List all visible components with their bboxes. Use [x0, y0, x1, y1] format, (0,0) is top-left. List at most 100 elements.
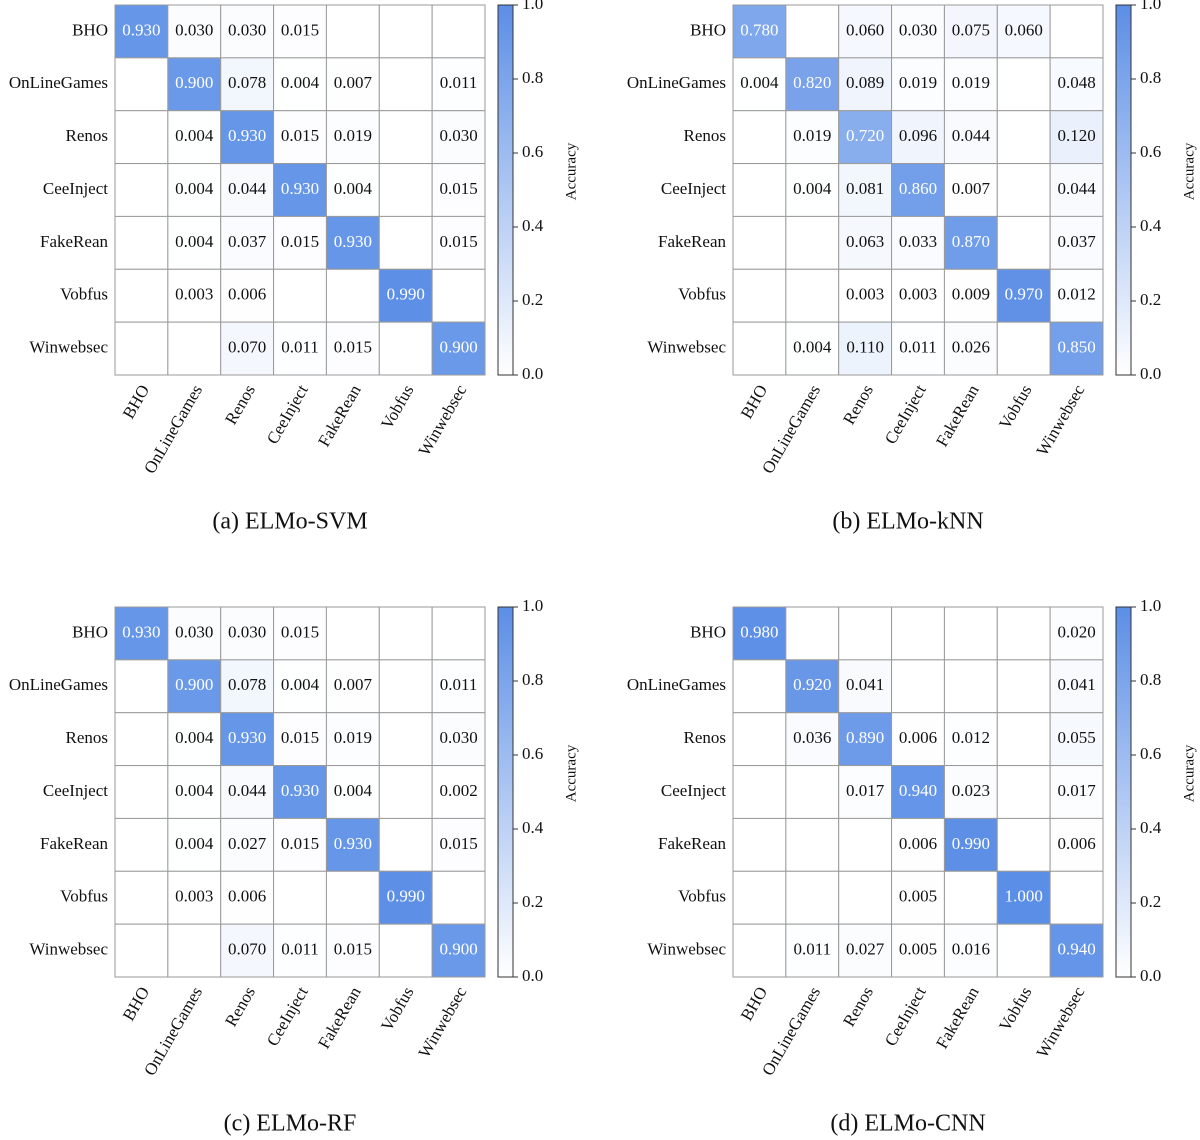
cell: [943, 817, 998, 872]
cell: [1049, 215, 1104, 270]
cell: [220, 870, 275, 925]
cell-label: 0.004: [175, 179, 214, 198]
y-tick-label: BHO: [690, 20, 726, 39]
cell-label: 0.044: [228, 781, 267, 800]
cell-label: 0.070: [228, 939, 266, 958]
cell-label: 0.030: [175, 20, 213, 39]
cell-label: 0.930: [281, 781, 319, 800]
cell-label: 0.011: [899, 337, 937, 356]
cell-label: 0.019: [952, 73, 990, 92]
empty-cell: [167, 321, 222, 376]
cell-label: 0.002: [439, 781, 477, 800]
cell-label: 0.096: [899, 126, 937, 145]
x-tick-label: CeeInject: [881, 983, 930, 1049]
cell: [220, 57, 275, 112]
cell: [273, 712, 327, 767]
cell-label: 0.990: [387, 285, 425, 304]
x-tick-label: Vobfus: [995, 381, 1035, 432]
empty-cell: [114, 870, 169, 925]
x-tick-label: FakeRean: [314, 983, 365, 1052]
cell-label: 0.019: [334, 728, 372, 747]
cell: [431, 215, 486, 270]
cell: [996, 268, 1051, 323]
cell: [1049, 110, 1104, 165]
cell-label: 0.089: [846, 73, 884, 92]
colorbar-tick-label: 0.4: [522, 216, 544, 235]
empty-cell: [325, 870, 380, 925]
x-tick-label: Winwebsec: [415, 381, 471, 459]
cell: [431, 163, 486, 217]
cell-label: 0.850: [1057, 337, 1095, 356]
cell-label: 0.004: [793, 337, 832, 356]
cell-label: 0.004: [175, 126, 214, 145]
cell: [891, 321, 945, 376]
cell: [431, 923, 486, 978]
cell-label: 0.015: [281, 20, 319, 39]
y-tick-label: OnLineGames: [9, 73, 108, 92]
empty-cell: [378, 321, 433, 376]
empty-cell: [114, 923, 169, 978]
x-tick-label: FakeRean: [314, 381, 365, 450]
empty-cell: [114, 110, 169, 165]
colorbar-tick-label: 1.0: [1140, 596, 1161, 615]
cell: [220, 606, 275, 661]
cell: [167, 110, 222, 165]
empty-cell: [996, 712, 1051, 767]
cell-label: 0.015: [439, 834, 477, 853]
colorbar-tick-label: 0.0: [522, 966, 543, 985]
cell-label: 0.003: [175, 887, 213, 906]
cell-label: 0.044: [1057, 179, 1096, 198]
cell: [220, 4, 275, 59]
empty-cell: [785, 4, 840, 59]
empty-cell: [378, 606, 433, 661]
colorbar-tick-label: 0.2: [1140, 290, 1161, 309]
y-tick-label: Renos: [66, 728, 109, 747]
y-tick-label: Winwebsec: [647, 337, 726, 356]
colorbar-tick-label: 0.0: [1140, 364, 1161, 383]
cell: [167, 606, 222, 661]
cell: [1049, 923, 1104, 978]
cell-label: 0.003: [846, 285, 884, 304]
empty-cell: [838, 817, 893, 872]
empty-cell: [378, 163, 433, 217]
cell-label: 0.006: [228, 887, 266, 906]
cell: [273, 765, 327, 819]
y-tick-label: CeeInject: [661, 179, 726, 198]
cell-label: 0.015: [334, 939, 372, 958]
cell-label: 0.030: [175, 622, 213, 641]
empty-cell: [732, 659, 787, 714]
colorbar-tick-label: 0.2: [1140, 892, 1161, 911]
cell: [114, 4, 169, 59]
cell: [378, 268, 433, 323]
x-tick-label: Renos: [839, 983, 877, 1029]
cell-label: 0.900: [175, 73, 213, 92]
cell: [891, 712, 945, 767]
cell-label: 0.011: [440, 675, 478, 694]
cell-label: 0.930: [228, 728, 266, 747]
cell: [220, 712, 275, 767]
cell-label: 0.120: [1057, 126, 1095, 145]
empty-cell: [167, 923, 222, 978]
x-tick-label: Winwebsec: [415, 983, 471, 1061]
cell: [220, 923, 275, 978]
cell: [220, 321, 275, 376]
colorbar-tick-label: 0.4: [1140, 818, 1162, 837]
cell-label: 0.011: [440, 73, 478, 92]
y-tick-label: BHO: [690, 622, 726, 641]
cell: [838, 923, 893, 978]
cell-label: 0.007: [334, 675, 373, 694]
colorbar-tick-label: 0.4: [1140, 216, 1162, 235]
cell: [838, 765, 893, 819]
cell-label: 0.110: [846, 337, 884, 356]
cell-label: 0.026: [952, 337, 990, 356]
cell-label: 0.860: [899, 179, 937, 198]
empty-cell: [114, 215, 169, 270]
cell: [891, 163, 945, 217]
colorbar-tick-label: 0.8: [1140, 68, 1161, 87]
cell-label: 0.081: [846, 179, 884, 198]
cell-label: 0.820: [793, 73, 831, 92]
x-tick-label: Renos: [221, 983, 259, 1029]
cell-label: 0.990: [952, 834, 990, 853]
empty-cell: [838, 606, 893, 661]
y-tick-label: BHO: [72, 622, 108, 641]
